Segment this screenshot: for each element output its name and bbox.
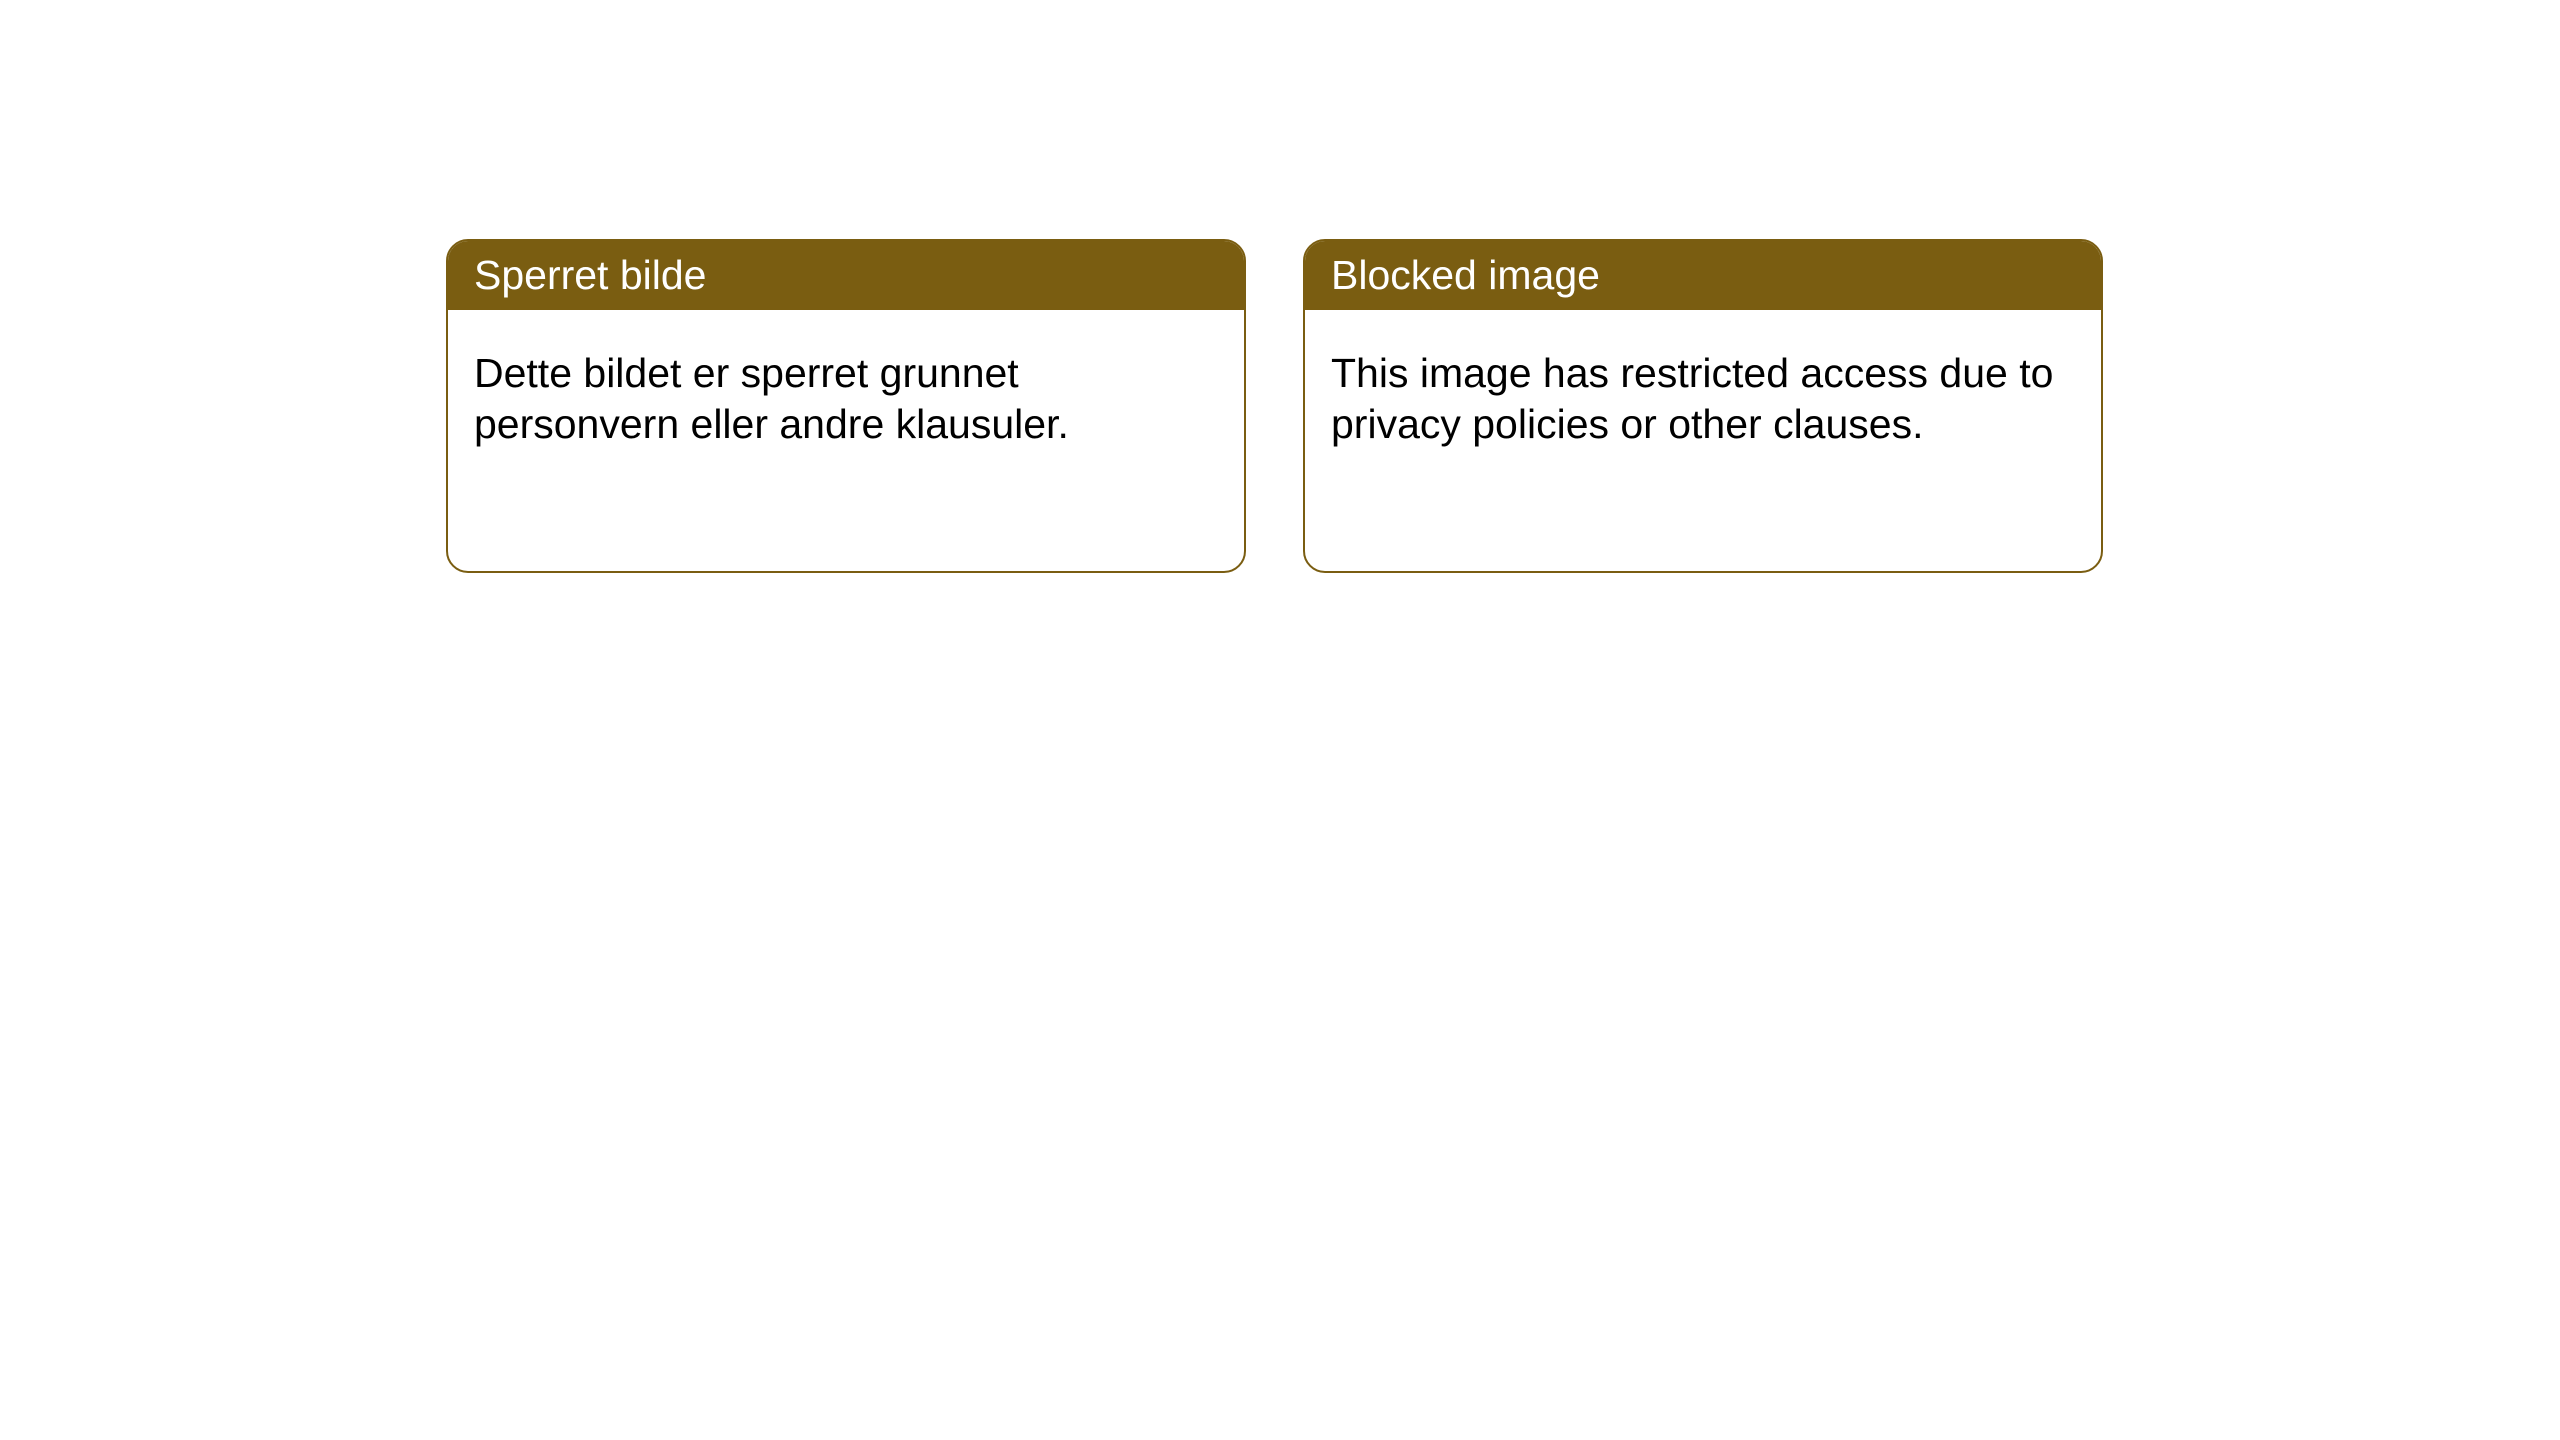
notice-panel-norwegian: Sperret bilde Dette bildet er sperret gr…: [446, 239, 1246, 573]
panel-body-text: Dette bildet er sperret grunnet personve…: [474, 350, 1069, 447]
panel-title: Blocked image: [1331, 252, 1600, 298]
panel-body: Dette bildet er sperret grunnet personve…: [448, 310, 1244, 489]
panel-body: This image has restricted access due to …: [1305, 310, 2101, 489]
panel-header: Blocked image: [1305, 241, 2101, 310]
panel-header: Sperret bilde: [448, 241, 1244, 310]
notice-panels-container: Sperret bilde Dette bildet er sperret gr…: [446, 239, 2103, 573]
notice-panel-english: Blocked image This image has restricted …: [1303, 239, 2103, 573]
panel-title: Sperret bilde: [474, 252, 706, 298]
panel-body-text: This image has restricted access due to …: [1331, 350, 2053, 447]
